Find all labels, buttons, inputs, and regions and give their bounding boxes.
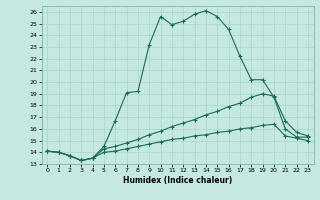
X-axis label: Humidex (Indice chaleur): Humidex (Indice chaleur) <box>123 176 232 185</box>
